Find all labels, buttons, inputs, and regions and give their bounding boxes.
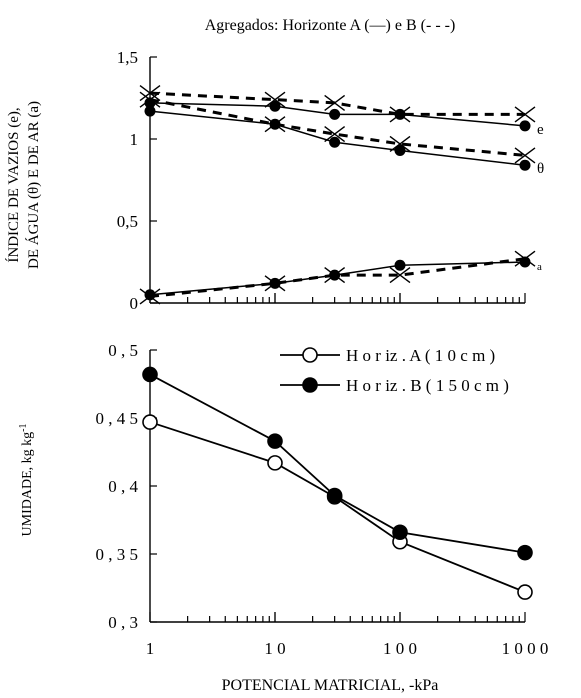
bottom-y-tick-label: 0 , 3 5 (96, 545, 139, 564)
bottom-point-horiz-a (267, 455, 283, 471)
top-y-tick-label: 0,5 (117, 212, 138, 231)
bottom-x-tick-label: 1 0 (264, 639, 285, 658)
top-chart: 0 0,5 1 1,5 e θ a (117, 48, 544, 313)
bottom-point-horiz-b (267, 433, 283, 449)
bottom-series-line-horiz-a (149, 421, 526, 593)
top-point-e (269, 100, 281, 112)
top-point-θ (394, 144, 406, 156)
bottom-ylabel: UMIDADE, kg kg-1 (18, 424, 36, 537)
top-y-tick-label: 0 (130, 294, 139, 313)
top-point-θ (519, 159, 531, 171)
top-point-x-marker (139, 91, 161, 108)
bottom-point-horiz-b (142, 366, 158, 383)
top-point-x-marker (139, 85, 161, 102)
top-point-x-marker (389, 267, 411, 284)
top-point-x-marker (514, 250, 536, 267)
bottom-ylabel-sup: -1 (18, 424, 29, 432)
top-y-tick-label: 1 (130, 130, 139, 149)
top-point-x-marker (264, 91, 286, 108)
top-point-θ (329, 136, 341, 148)
top-chart-title: Agregados: Horizonte A (—) e B (- - -) (205, 17, 456, 34)
bottom-y-tick-label: 0 , 3 (108, 613, 138, 632)
top-point-x-marker (324, 267, 346, 284)
top-point-x-marker (324, 94, 346, 111)
bottom-series-line-horiz-b (149, 373, 526, 554)
bottom-point-horiz-b (517, 544, 533, 561)
top-point-x-marker (264, 116, 286, 133)
top-point-e (329, 108, 341, 120)
legend-label-horiz-a: H o r iz . A ( 1 0 c m ) (346, 346, 495, 365)
bottom-ylabel-main: UMIDADE, kg kg (20, 432, 35, 537)
bottom-y-tick-label: 0 , 4 (108, 477, 138, 496)
top-ylabel-line-2: DE ÁGUA (θ) E DE AR (a) (25, 101, 42, 269)
top-series-label-θ: θ (537, 161, 544, 177)
legend-marker-horiz-a (302, 347, 318, 363)
top-point-x-marker (264, 275, 286, 292)
top-point-x-marker (389, 106, 411, 123)
top-y-tick-label: 1,5 (117, 48, 138, 67)
legend-label-horiz-b: H o r iz . B ( 1 5 0 c m ) (346, 376, 509, 395)
top-series-line-horizon-b (149, 98, 526, 157)
bottom-point-horiz-b (392, 524, 408, 541)
top-point-x-marker (514, 106, 536, 123)
bottom-x-tick-label: 1 (146, 639, 155, 658)
top-series-line-horizon-b (149, 257, 526, 298)
top-series-label-a: a (537, 261, 542, 273)
bottom-y-tick-label: 0 , 5 (108, 341, 138, 360)
top-point-x-marker (389, 135, 411, 152)
bottom-y-tick-label: 0 , 4 5 (96, 409, 139, 428)
bottom-point-horiz-a (517, 584, 533, 600)
top-series-label-e: e (537, 122, 544, 138)
top-point-a (394, 259, 406, 271)
top-point-x-marker (139, 288, 161, 305)
legend-marker-horiz-b (302, 377, 318, 393)
top-point-e (519, 120, 531, 132)
top-point-x-marker (324, 126, 346, 143)
bottom-x-tick-label: 1 0 0 0 (502, 639, 549, 658)
bottom-x-tick-label: 1 0 0 (383, 639, 417, 658)
bottom-point-horiz-b (326, 487, 343, 504)
x-axis-label: POTENCIAL MATRICIAL, -kPa (222, 677, 439, 694)
top-point-θ (144, 105, 156, 117)
bottom-chart: 0 , 3 0 , 3 5 0 , 4 0 , 4 5 0 , 5 1 1 0 1 0 0 1 … (96, 341, 549, 658)
top-point-x-marker (514, 147, 536, 164)
top-ylabel-line-1: ÍNDICE DE VAZIOS (e), (5, 107, 22, 262)
bottom-point-horiz-a (142, 414, 158, 430)
